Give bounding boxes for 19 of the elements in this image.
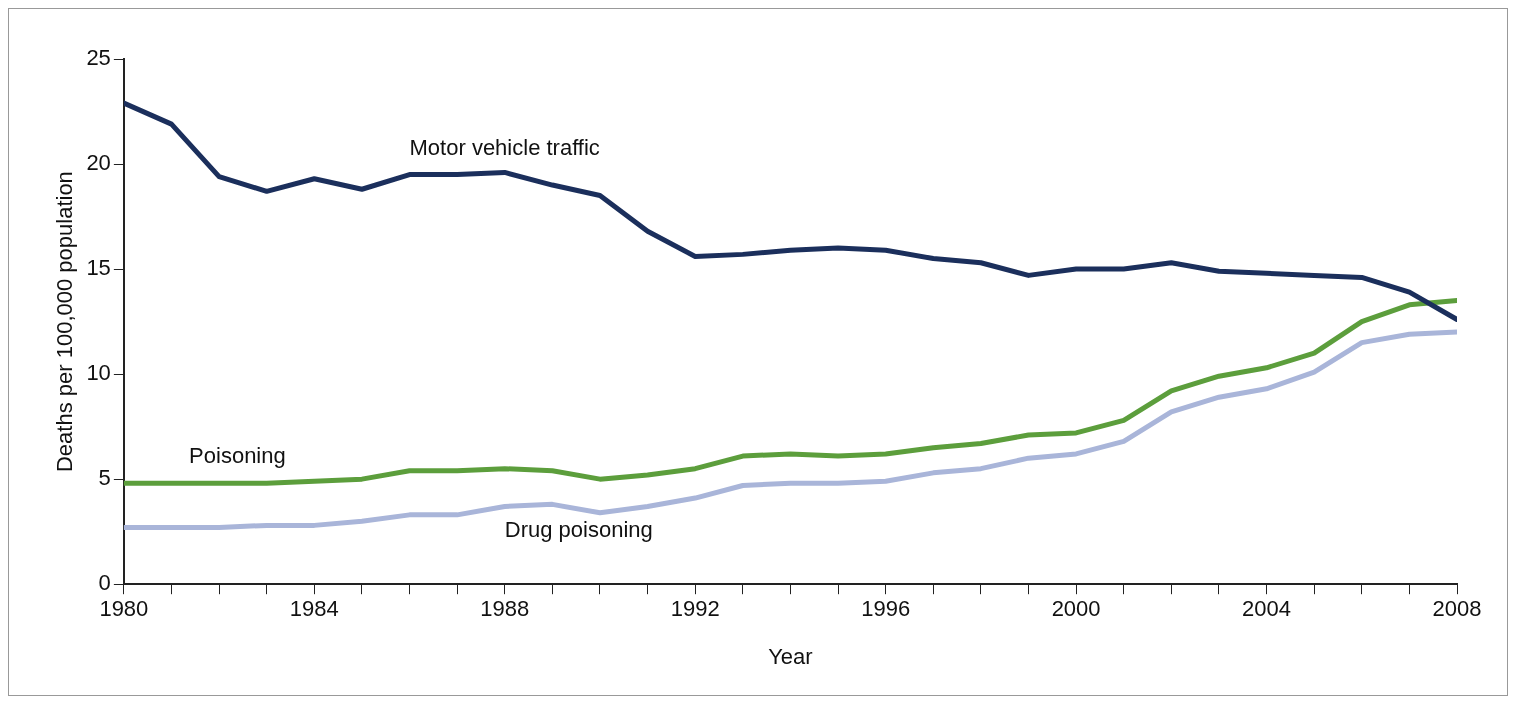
series-label: Drug poisoning [504, 516, 653, 542]
x-tick-label: 2004 [1242, 596, 1292, 622]
y-tick-label: 20 [86, 150, 111, 176]
y-tick-label: 5 [98, 465, 111, 491]
y-tick-label: 10 [86, 360, 111, 386]
x-tick-label: 1980 [99, 596, 149, 622]
y-axis-title: Deaths per 100,000 population [52, 171, 78, 473]
x-tick-label: 1988 [480, 596, 530, 622]
y-tick-label: 15 [86, 255, 111, 281]
series-label: Poisoning [189, 443, 286, 469]
y-tick-label: 25 [86, 45, 111, 71]
x-axis-title: Year [768, 643, 813, 669]
series-label: Motor vehicle traffic [409, 134, 600, 160]
y-tick-label: 0 [98, 570, 111, 596]
x-tick-label: 1984 [289, 596, 339, 622]
x-tick-label: 1992 [670, 596, 720, 622]
x-tick-label: 1996 [861, 596, 911, 622]
x-tick-label: 2000 [1051, 596, 1101, 622]
x-tick-label: 2008 [1432, 596, 1482, 622]
